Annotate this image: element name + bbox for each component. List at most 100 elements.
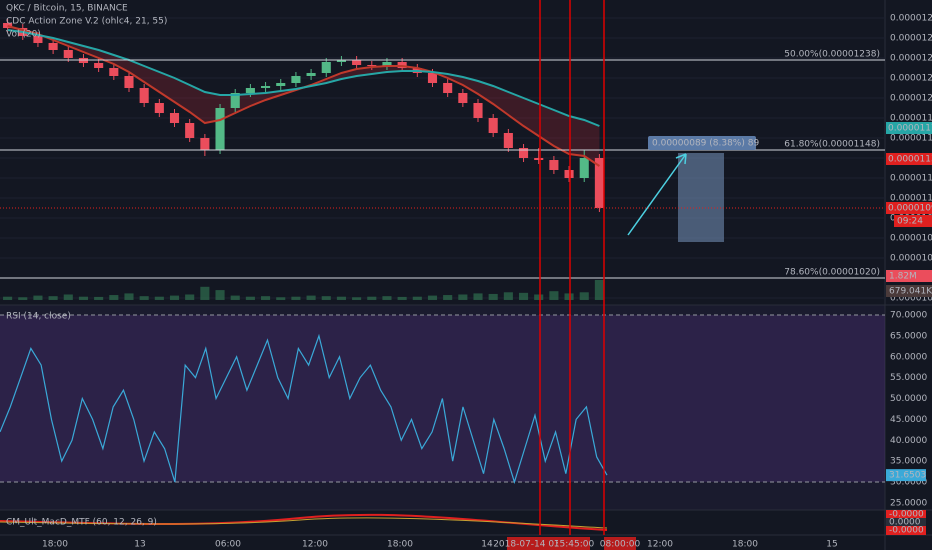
volume-bar (473, 293, 483, 300)
volume-bar (382, 296, 392, 300)
candle-body (336, 60, 346, 62)
price-label: 0.00001139 (888, 155, 932, 165)
volume-bar (78, 296, 89, 300)
y-tick-label: 0.00001220 (890, 74, 932, 84)
y-tick-label: 65.0000 (890, 331, 927, 341)
volume-bar (48, 296, 58, 300)
candle-body (291, 76, 301, 83)
volume-label-bg (886, 285, 932, 297)
x-tick-label: 12:00 (647, 540, 673, 550)
volume-bar (397, 296, 407, 300)
candle-body (48, 43, 58, 50)
candle-body (109, 68, 119, 76)
candle-body (245, 88, 255, 93)
volume-label-bg (886, 270, 932, 282)
candle-body (261, 86, 271, 88)
y-tick-label: 0.00001100 (890, 194, 932, 204)
x-highlight: 08:00:00 (600, 540, 641, 550)
candle-body (94, 63, 104, 68)
volume-bar (306, 295, 316, 300)
volume-bar (534, 294, 544, 300)
volume-bar (564, 293, 574, 300)
candle-body (215, 108, 225, 150)
volume-bar (427, 295, 438, 300)
x-tick-label: 14 (481, 540, 493, 550)
candle-body (63, 50, 73, 58)
y-tick-label: 40.0000 (890, 436, 927, 446)
candle-body (321, 62, 331, 73)
volume-bar (412, 296, 422, 300)
moving-average (7, 29, 600, 127)
y-tick-label: 0.00001000 (890, 294, 932, 304)
volume-bar (124, 293, 134, 300)
candle-body (139, 88, 149, 103)
fib-label: 78.60%(0.00001020) (784, 268, 880, 278)
candle-body (33, 36, 43, 43)
y-tick-label: 0.00001280 (890, 14, 932, 24)
macd-label-bg (886, 518, 926, 527)
candle-body (473, 103, 483, 118)
rsi-last-bg (886, 469, 926, 482)
rsi-pane (0, 305, 885, 510)
y-tick-label: 0.00001120 (890, 174, 932, 184)
candle-body (276, 83, 286, 86)
x-highlight-bg (604, 537, 636, 550)
volume-bar (109, 295, 119, 300)
candle-body (169, 113, 180, 123)
y-tick-label: 55.0000 (890, 373, 927, 383)
volume-bar (549, 291, 559, 300)
y-tick-label: 0.00001180 (890, 114, 932, 124)
candle-body (352, 60, 362, 65)
candle-body (594, 158, 604, 208)
countdown: 09:24 (897, 217, 923, 227)
macd-signal (0, 517, 608, 529)
volume-bar (261, 296, 271, 300)
volume-bar (276, 297, 286, 300)
x-tick-label: 06:00 (215, 540, 241, 550)
x-tick-label: 13 (134, 540, 145, 550)
candle-body (458, 93, 468, 103)
volume-bar (200, 286, 210, 300)
candle-body (443, 83, 453, 93)
candle-body (367, 65, 377, 66)
y-tick-label: 50.0000 (890, 394, 927, 404)
candle-body (200, 138, 210, 150)
volume-bar (94, 296, 104, 300)
candle-body (427, 73, 438, 83)
arrow (627, 153, 687, 236)
price-label: 0.00001170 (888, 124, 932, 134)
volume-bar (594, 279, 604, 300)
macd-label: -0.0000 (889, 510, 924, 520)
symbol-title: QKC / Bitcoin, 15, BINANCE (6, 4, 128, 14)
rsi-last-label: 31.6503 (889, 471, 926, 481)
volume-bar (63, 294, 73, 300)
volume-bar (458, 294, 468, 300)
candle-body (579, 158, 589, 178)
x-highlight: 2018-07-14 03:45:00 (493, 540, 589, 550)
y-tick-label: 45.0000 (890, 415, 927, 425)
volume-bar (18, 297, 28, 300)
candle-body (306, 73, 316, 76)
price-label-bg (886, 153, 932, 165)
candle-body (3, 23, 13, 28)
price-label: 0.00001090 (888, 204, 932, 214)
x-tick-label: 18:00 (42, 540, 68, 550)
volume-label: 679.041K (889, 287, 932, 297)
volume-bar (185, 294, 195, 300)
macd-title: CM_Ult_MacD_MTF (60, 12, 26, 9) (6, 518, 157, 528)
candle-body (124, 76, 134, 88)
y-tick-label: 60.0000 (890, 352, 927, 362)
volume-label: Vol (20) (6, 30, 41, 40)
volume-bar (230, 295, 240, 300)
price-label-bg (886, 122, 932, 134)
candle-body (382, 62, 392, 66)
volume-bar (443, 295, 453, 300)
macd-label-bg (886, 526, 926, 535)
x-tick-label: 12:00 (302, 540, 328, 550)
macd-label: -0.0000 (889, 526, 924, 536)
candle-body (503, 133, 513, 148)
macd-label: 0.0000 (889, 518, 921, 528)
candle-body (534, 158, 544, 160)
volume-bar (321, 296, 331, 300)
volume-bar (3, 296, 13, 300)
